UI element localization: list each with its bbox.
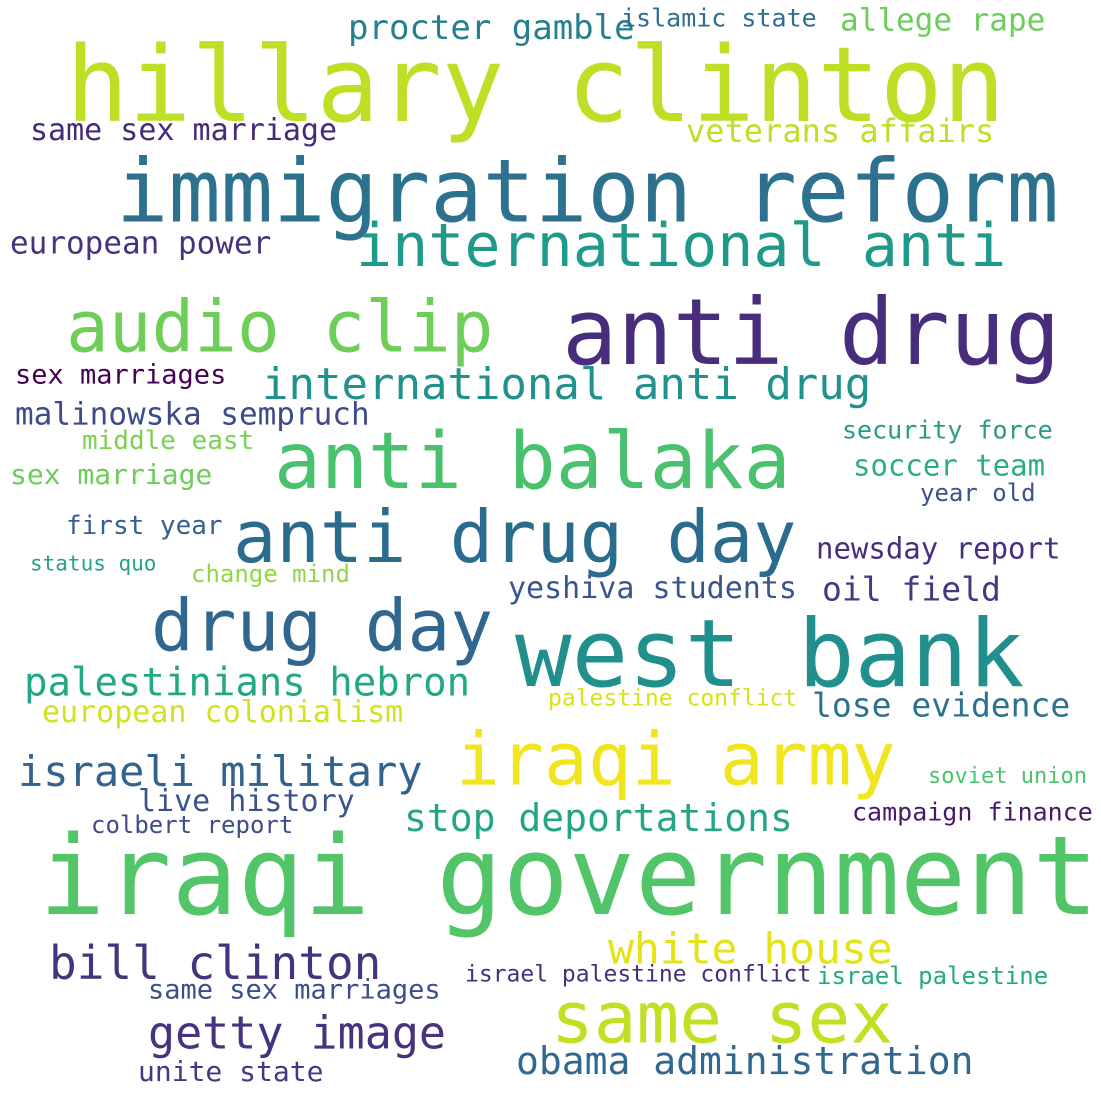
word-international-anti: international anti: [356, 211, 1007, 281]
word-immigration-reform: immigration reform: [116, 140, 1059, 243]
word-procter-gamble: procter gamble: [348, 8, 635, 48]
word-audio-clip: audio clip: [66, 285, 494, 369]
word-palestine-conflict: palestine conflict: [548, 685, 798, 712]
word-same-sex-marriage: same sex marriage: [30, 113, 338, 148]
word-palestinians-hebron: palestinians hebron: [24, 660, 471, 706]
word-year-old: year old: [920, 479, 1036, 507]
word-hillary-clinton: hillary clinton: [66, 24, 1006, 146]
word-iraqi-army: iraqi army: [456, 717, 896, 803]
word-stop-deportations: stop deportations: [404, 796, 793, 840]
word-allege-rape: allege rape: [840, 2, 1046, 39]
word-first-year: first year: [66, 511, 223, 541]
word-newsday-report: newsday report: [816, 531, 1061, 566]
word-islamic-state: islamic state: [621, 3, 817, 33]
word-malinowska-sempruch: malinowska sempruch: [15, 396, 370, 433]
word-anti-balaka: anti balaka: [274, 417, 791, 507]
word-oil-field: oil field: [822, 569, 1001, 609]
word-european-power: european power: [10, 225, 272, 262]
word-soccer-team: soccer team: [853, 448, 1046, 483]
word-campaign-finance: campaign finance: [852, 797, 1093, 827]
word-veterans-affairs: veterans affairs: [686, 112, 995, 150]
word-unite-state: unite state: [138, 1055, 324, 1088]
word-anti-drug: anti drug: [562, 279, 1061, 386]
word-same-sex-marriages: same sex marriages: [148, 974, 441, 1006]
word-european-colonialism: european colonialism: [42, 695, 404, 730]
word-israel-palestine-conflict: israel palestine conflict: [465, 961, 812, 988]
word-change-mind: change mind: [191, 560, 350, 588]
word-west-bank: west bank: [515, 600, 1025, 709]
word-obama-administration: obama administration: [516, 1039, 974, 1083]
word-getty-image: getty image: [148, 1006, 447, 1060]
word-sex-marriages: sex marriages: [15, 359, 227, 391]
word-iraqi-government: iraqi government: [39, 812, 1099, 940]
word-status-quo: status quo: [30, 551, 157, 576]
word-security-force: security force: [842, 415, 1053, 445]
word-anti-drug-day: anti drug day: [233, 495, 797, 579]
word-drug-day: drug day: [151, 584, 493, 668]
word-israel-palestine: israel palestine: [817, 962, 1049, 990]
word-bill-clinton: bill clinton: [49, 936, 382, 990]
word-colbert-report: colbert report: [91, 811, 294, 839]
word-lose-evidence: lose evidence: [812, 685, 1071, 725]
word-same-sex: same sex: [551, 976, 893, 1060]
word-yeshiva-students: yeshiva students: [508, 571, 797, 606]
word-live-history: live history: [138, 784, 355, 819]
word-sex-marriage: sex marriage: [10, 458, 213, 491]
word-middle-east: middle east: [82, 426, 255, 456]
word-soviet-union: soviet union: [928, 764, 1087, 789]
word-international-anti-drug: international anti drug: [262, 359, 872, 410]
word-white-house: white house: [608, 924, 893, 975]
word-israeli-military: israeli military: [18, 747, 423, 796]
